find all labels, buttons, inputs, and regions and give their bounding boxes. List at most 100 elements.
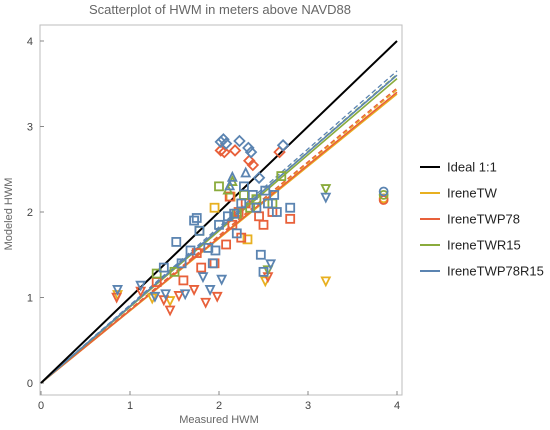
data-point (164, 296, 176, 308)
data-point (236, 198, 247, 209)
y-tick-label: 0 (27, 378, 33, 390)
data-point (196, 262, 207, 273)
data-point (171, 237, 182, 247)
data-point (189, 215, 199, 226)
data-point (207, 258, 218, 269)
x-tick-label: 3 (305, 400, 311, 412)
data-point (285, 202, 296, 213)
data-point (276, 139, 290, 152)
data-point (211, 291, 223, 303)
data-point (173, 291, 185, 302)
data-point (226, 170, 238, 182)
data-point (263, 198, 273, 209)
data-point (271, 207, 282, 217)
data-point (191, 213, 202, 223)
data-point (233, 134, 246, 148)
data-point (219, 137, 233, 150)
data-point (194, 225, 205, 236)
data-point (151, 268, 162, 279)
fit-line-dashed (40, 70, 398, 384)
data-point (244, 145, 258, 159)
data-point (276, 171, 287, 181)
data-point (255, 249, 266, 260)
data-point (269, 189, 280, 200)
data-point (273, 145, 286, 159)
fit-lines (40, 70, 398, 384)
data-point (179, 289, 191, 301)
data-point (176, 258, 187, 269)
fit-line-dashed (40, 87, 398, 384)
data-point (378, 189, 389, 200)
legend: Ideal 1:1 IreneTW IreneTWP78 IreneTWR15 Iren… (420, 160, 544, 279)
legend-label: Ideal 1:1 (447, 160, 497, 175)
data-point (204, 285, 216, 296)
data-point (254, 211, 264, 222)
axes: 0 1 2 3 4 0 1 2 3 4 (27, 36, 400, 412)
data-point (320, 276, 332, 288)
x-tick-label: 2 (216, 400, 222, 412)
data-points (111, 133, 389, 317)
y-tick-label: 4 (27, 36, 33, 48)
plot-frame (39, 24, 403, 396)
data-point (224, 191, 235, 202)
data-point (214, 181, 224, 192)
data-point (149, 291, 161, 303)
data-point (214, 219, 224, 230)
data-point (262, 265, 274, 277)
data-point (164, 305, 176, 317)
y-tick-label: 1 (27, 293, 33, 305)
y-axis-title: Modeled HWM (3, 178, 15, 251)
data-point (231, 228, 242, 239)
data-point (135, 286, 147, 298)
data-point (158, 262, 169, 273)
data-point (320, 184, 332, 196)
data-point (224, 179, 236, 191)
data-point (242, 141, 255, 155)
x-tick-label: 0 (38, 400, 44, 412)
data-point (246, 158, 260, 172)
data-point (209, 202, 220, 213)
data-point (191, 248, 202, 258)
data-point (210, 245, 221, 256)
data-point (200, 297, 212, 309)
legend-label: IreneTWR15 (447, 238, 521, 253)
y-tick-label: 2 (27, 207, 33, 219)
data-point (320, 192, 332, 204)
data-point (242, 234, 253, 245)
data-point (228, 144, 242, 157)
data-point (258, 266, 269, 277)
data-point (197, 272, 209, 284)
data-point (188, 285, 200, 296)
data-point (214, 144, 228, 157)
data-point (378, 186, 389, 197)
data-point (258, 219, 269, 230)
legend-label: IreneTWP78R15 (447, 264, 544, 279)
data-point (169, 266, 180, 277)
legend-label: IreneTW (447, 186, 498, 201)
x-tick-label: 1 (127, 400, 133, 412)
data-point (160, 289, 172, 301)
legend-label: IreneTWP78 (447, 212, 520, 227)
data-point (217, 133, 230, 146)
data-point (240, 166, 252, 178)
data-point (222, 211, 233, 222)
data-point (112, 285, 123, 296)
data-point (185, 245, 196, 256)
data-point (216, 274, 228, 286)
x-tick-label: 4 (394, 400, 400, 412)
data-point (221, 239, 232, 250)
data-point (239, 181, 249, 192)
chart-title: Scatterplot of HWM in meters above NAVD8… (89, 2, 351, 17)
y-tick-label: 3 (27, 122, 33, 134)
data-point (135, 280, 147, 292)
data-point (251, 202, 262, 213)
x-axis-title: Measured HWM (179, 414, 258, 426)
data-point (252, 171, 266, 185)
data-point (265, 259, 277, 271)
data-point (178, 275, 189, 286)
data-point (229, 208, 240, 219)
data-point (247, 189, 258, 200)
data-point (218, 145, 231, 159)
